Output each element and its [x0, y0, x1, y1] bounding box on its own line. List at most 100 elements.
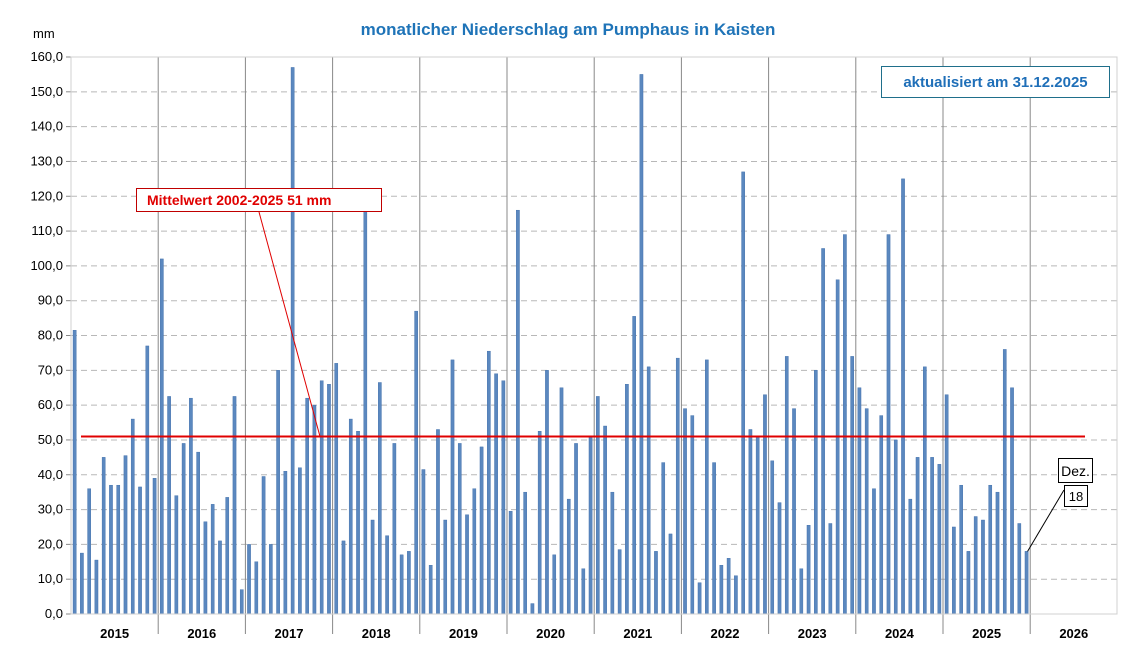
- bar: [254, 561, 259, 615]
- y-tick-label: 40,0: [38, 467, 63, 482]
- bar: [407, 551, 411, 615]
- bar: [145, 345, 150, 615]
- x-tick-label: 2025: [972, 626, 1001, 641]
- bar: [741, 171, 745, 615]
- bar: [494, 373, 498, 615]
- bar: [654, 551, 658, 615]
- x-tick-label: 2020: [536, 626, 565, 641]
- bar: [952, 526, 956, 615]
- bar: [348, 418, 353, 615]
- bar: [588, 436, 593, 615]
- bar: [864, 408, 869, 615]
- bar: [806, 525, 811, 615]
- bar: [334, 363, 339, 615]
- bar: [646, 366, 651, 615]
- bar: [370, 519, 375, 615]
- bar: [915, 457, 920, 615]
- year-separators: [157, 57, 1031, 634]
- bar: [450, 359, 455, 615]
- bar: [276, 370, 280, 615]
- y-tick-label: 30,0: [38, 502, 63, 517]
- bar: [225, 497, 230, 615]
- bar: [675, 357, 680, 615]
- x-tick-label: 2019: [449, 626, 478, 641]
- plot-area-border: [70, 56, 1118, 615]
- bar: [814, 370, 818, 615]
- bar: [966, 551, 971, 615]
- dez-leader-line: [1027, 489, 1065, 552]
- bar: [690, 415, 695, 615]
- bar: [559, 387, 564, 615]
- y-tick-label: 160,0: [30, 49, 63, 64]
- y-tick-label: 70,0: [38, 362, 63, 377]
- bar: [973, 516, 978, 615]
- bar: [239, 589, 244, 615]
- bar: [138, 486, 142, 615]
- mean-leader-line: [258, 211, 321, 437]
- bar: [835, 279, 840, 615]
- last-value-label: 18: [1064, 485, 1088, 507]
- bar: [581, 568, 586, 615]
- bar: [472, 488, 477, 615]
- bar: [436, 429, 440, 615]
- y-tick-label: 110,0: [31, 223, 63, 238]
- bar: [1010, 387, 1014, 615]
- bar: [784, 356, 789, 615]
- bar: [508, 511, 513, 615]
- bar: [116, 484, 121, 615]
- bar: [603, 425, 607, 615]
- bar: [799, 568, 804, 615]
- bar: [923, 366, 927, 615]
- bar: [210, 504, 215, 615]
- bar: [319, 380, 324, 615]
- bar: [734, 575, 738, 615]
- bar: [625, 384, 629, 615]
- bar: [457, 443, 462, 615]
- bar: [705, 359, 709, 615]
- bar: [283, 471, 288, 615]
- bar: [755, 436, 760, 615]
- bar: [261, 476, 266, 615]
- bar: [305, 397, 309, 615]
- bar: [269, 544, 273, 615]
- bar: [981, 519, 985, 615]
- y-tick-label: 140,0: [30, 119, 63, 134]
- bar: [385, 535, 389, 615]
- x-tick-label: 2021: [623, 626, 652, 641]
- bar: [893, 439, 898, 615]
- y-tick-label: 50,0: [38, 432, 63, 447]
- bar: [181, 443, 186, 615]
- bar: [443, 519, 448, 615]
- bar: [828, 523, 833, 615]
- last-month-label: Dez.: [1058, 458, 1093, 483]
- bar: [152, 478, 157, 615]
- x-tick-label: 2016: [187, 626, 216, 641]
- bar: [378, 382, 382, 615]
- bar: [218, 540, 222, 615]
- x-tick-label: 2017: [275, 626, 304, 641]
- bar: [777, 502, 782, 615]
- x-tick-label: 2024: [885, 626, 915, 641]
- bar: [80, 552, 84, 615]
- bar: [566, 498, 571, 615]
- bar: [1024, 551, 1029, 615]
- x-tick-label: 2022: [711, 626, 740, 641]
- bar: [421, 469, 426, 615]
- bar: [72, 330, 77, 615]
- bar: [167, 396, 171, 615]
- bar: [327, 384, 331, 615]
- updated-label: aktualisiert am 31.12.2025: [881, 66, 1110, 98]
- bar: [552, 554, 557, 615]
- bar: [697, 582, 702, 615]
- bars: [72, 67, 1029, 615]
- y-tick-label: 60,0: [38, 397, 63, 412]
- bar: [130, 418, 135, 615]
- bar: [545, 370, 549, 615]
- bar: [487, 350, 491, 615]
- bar: [247, 544, 251, 615]
- bar: [719, 565, 724, 615]
- bar: [639, 74, 644, 615]
- bar: [930, 457, 934, 615]
- bar: [792, 408, 796, 615]
